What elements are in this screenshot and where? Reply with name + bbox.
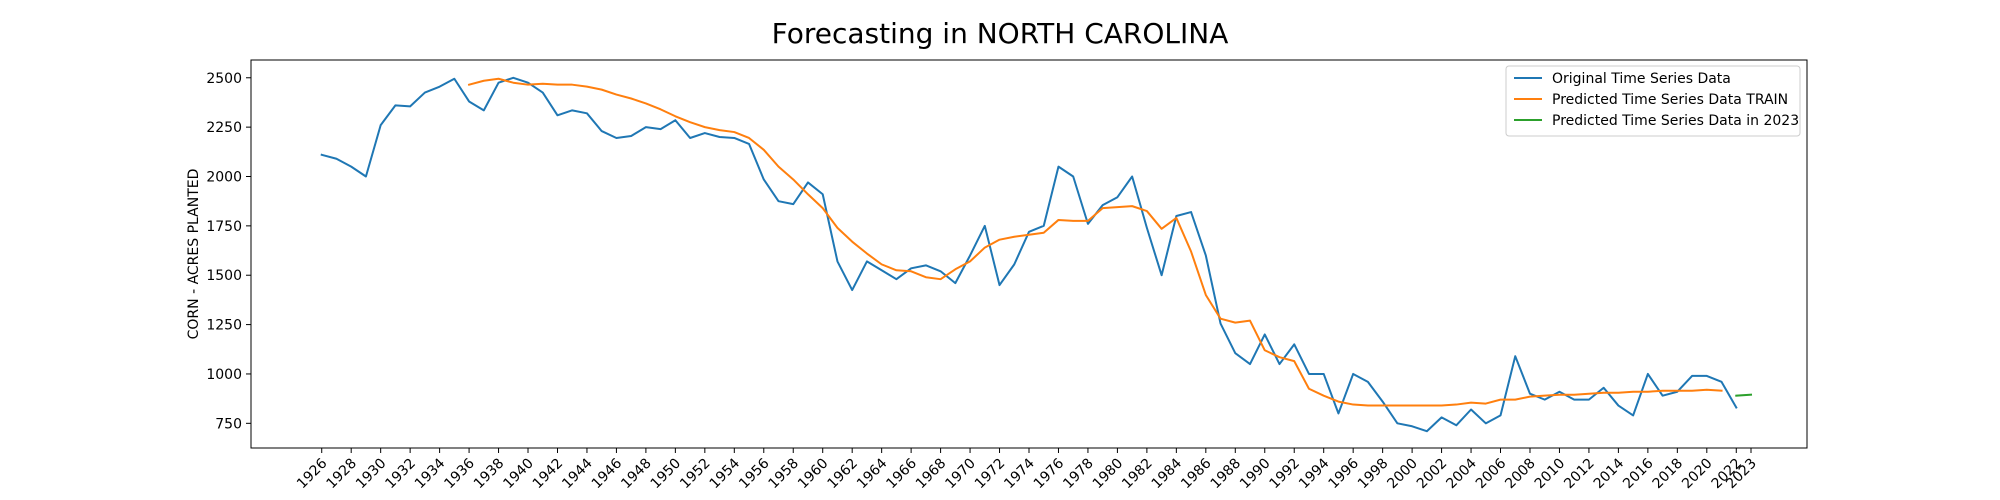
legend-label-1: Original Time Series Data: [1552, 71, 1731, 87]
y-tick-label: 1750: [206, 219, 242, 235]
x-tick-label: 1996: [1325, 455, 1362, 492]
x-tick-label: 1928: [324, 456, 361, 493]
x-tick-label: 1944: [559, 455, 596, 492]
y-axis: 750 1000 1250 1500 1750 2000 2250 2500: [206, 71, 251, 432]
x-tick-label: 2020: [1679, 456, 1716, 493]
x-tick-label: 1966: [883, 455, 920, 492]
x-tick-label: 1978: [1060, 456, 1097, 493]
x-tick-label: 1974: [1001, 455, 1038, 492]
x-tick-label: 2010: [1532, 456, 1569, 493]
y-axis-label: CORN - ACRES PLANTED: [186, 169, 202, 340]
y-tick-label: 1500: [206, 268, 242, 284]
x-tick-label: 1952: [677, 456, 714, 493]
x-tick-label: 1998: [1355, 456, 1392, 493]
x-tick-label: 1988: [1208, 456, 1245, 493]
x-tick-label: 1948: [618, 456, 655, 493]
legend-label-2: Predicted Time Series Data TRAIN: [1552, 92, 1788, 108]
x-tick-label: 1982: [1119, 456, 1156, 493]
y-tick-label: 1250: [206, 318, 242, 334]
y-tick-label: 2500: [206, 71, 242, 87]
x-tick-label: 2006: [1473, 455, 1510, 492]
x-tick-label: 1936: [441, 455, 478, 492]
y-tick-label: 750: [215, 416, 242, 432]
x-tick-label: 2012: [1561, 456, 1598, 493]
x-tick-label: 1942: [530, 456, 567, 493]
y-tick-label: 1000: [206, 367, 242, 383]
legend: Original Time Series Data Predicted Time …: [1505, 65, 1801, 137]
x-tick-label: 1930: [353, 456, 390, 493]
series-layer: [320, 76, 1753, 433]
x-tick-label: 1986: [1178, 455, 1215, 492]
x-tick-label: 1992: [1267, 456, 1304, 493]
x-tick-label: 2018: [1650, 456, 1687, 493]
series-line-1: [320, 76, 1738, 433]
legend-label-3: Predicted Time Series Data in 2023: [1552, 113, 1799, 129]
x-tick-label: 1994: [1296, 455, 1333, 492]
series-line-3: [1735, 393, 1753, 397]
chart-title: Forecasting in NORTH CAROLINA: [772, 17, 1229, 50]
x-tick-label: 1956: [736, 455, 773, 492]
y-tick-label: 2000: [206, 169, 242, 185]
x-tick-label: 2014: [1591, 455, 1628, 492]
y-tick-label: 2250: [206, 120, 242, 136]
x-tick-label: 2004: [1443, 455, 1480, 492]
x-tick-label: 1926: [294, 455, 331, 492]
x-tick-label: 1976: [1031, 455, 1068, 492]
x-tick-label: 1970: [942, 456, 979, 493]
x-tick-label: 1940: [500, 456, 537, 493]
x-tick-label: 1954: [707, 455, 744, 492]
x-tick-label: 1960: [795, 456, 832, 493]
x-tick-label: 2002: [1414, 456, 1451, 493]
x-tick-label: 1938: [471, 456, 508, 493]
x-axis: 1926192819301932193419361938194019421944…: [294, 448, 1760, 492]
x-tick-label: 1990: [1237, 456, 1274, 493]
x-tick-label: 1980: [1090, 456, 1127, 493]
x-tick-label: 1984: [1149, 455, 1186, 492]
x-tick-label: 1958: [766, 456, 803, 493]
x-tick-label: 1946: [589, 455, 626, 492]
x-tick-label: 1934: [412, 455, 449, 492]
legend-box: [1505, 65, 1801, 137]
x-tick-label: 1950: [648, 456, 685, 493]
x-tick-label: 1968: [913, 456, 950, 493]
x-tick-label: 2008: [1502, 456, 1539, 493]
x-tick-label: 2016: [1620, 455, 1657, 492]
x-tick-label: 1962: [824, 456, 861, 493]
x-tick-label: 1972: [972, 456, 1009, 493]
x-tick-label: 2000: [1384, 456, 1421, 493]
x-tick-label: 1932: [382, 456, 419, 493]
series-line-2: [467, 77, 1723, 407]
x-tick-label: 1964: [854, 455, 891, 492]
